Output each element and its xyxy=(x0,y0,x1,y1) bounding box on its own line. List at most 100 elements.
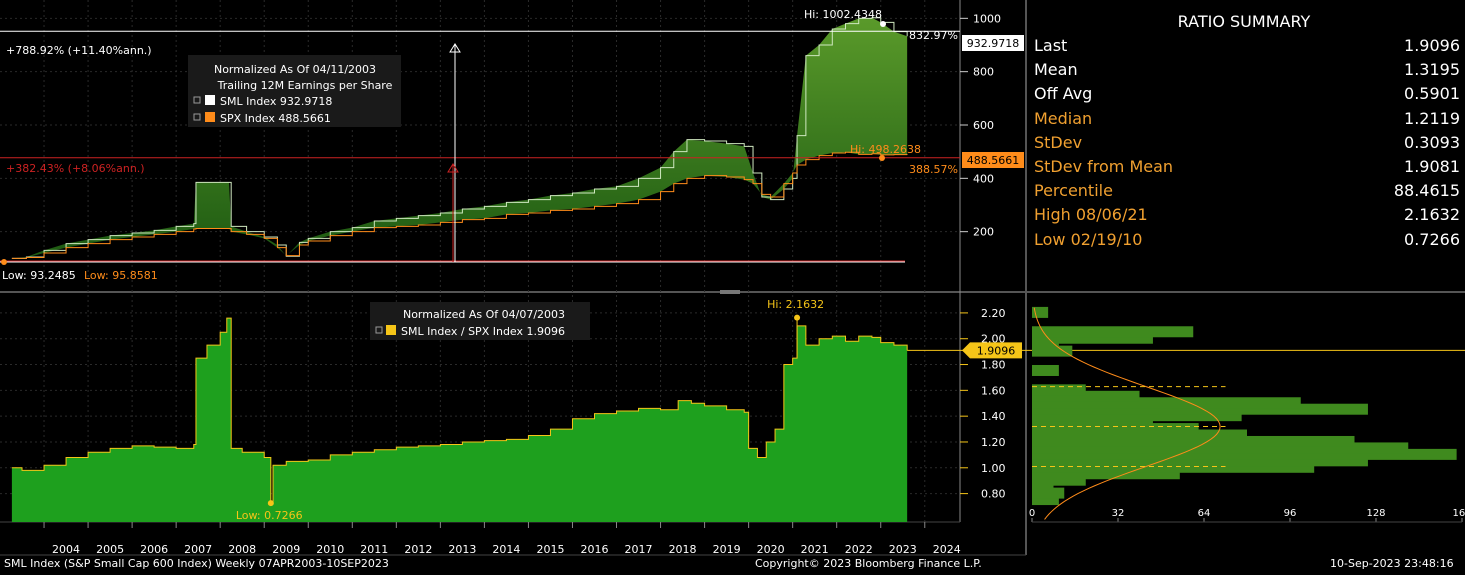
histogram-bar xyxy=(1032,455,1368,467)
ratio-low-marker xyxy=(267,500,274,507)
spx-line xyxy=(11,151,908,259)
summary-label: Low 02/19/10 xyxy=(1034,229,1143,249)
histogram-bar xyxy=(1032,423,1199,435)
ratio-last-badge xyxy=(962,342,1022,359)
splitter-handle xyxy=(720,290,740,294)
y-tick-label: 2.20 xyxy=(981,307,1006,320)
ratio-summary-panel: RATIO SUMMARY Last 1.9096 Mean 1.3195 Off Av… xyxy=(1030,8,1462,252)
x-tick-label: 2016 xyxy=(580,543,608,556)
sml-low-label: Low: 93.2485 xyxy=(2,269,76,282)
x-tick-label: 2007 xyxy=(184,543,212,556)
legend-entry-sml: SML Index 932.9718 xyxy=(220,95,332,108)
sml-pct-label: 832.97% xyxy=(909,29,958,42)
histogram-bar xyxy=(1032,494,1059,506)
earnings-gap-area xyxy=(11,17,908,259)
y-tick-label: 1.40 xyxy=(981,410,1006,423)
summary-label: StDev from Mean xyxy=(1034,156,1174,176)
summary-label: Last xyxy=(1034,36,1068,55)
ratio-high-marker xyxy=(794,314,801,321)
x-tick-label: 2020 xyxy=(757,543,785,556)
ratio-last-value: 1.9096 xyxy=(977,344,1016,357)
hist-tick-label: 96 xyxy=(1284,508,1297,519)
summary-row: Percentile 88.4615 xyxy=(1030,179,1462,203)
legend-swatch-sml xyxy=(205,95,215,105)
summary-row: Median 1.2119 xyxy=(1030,107,1462,131)
summary-row: StDev 0.3093 xyxy=(1030,131,1462,155)
x-tick-label: 2015 xyxy=(536,543,564,556)
y-tick-label: 0.80 xyxy=(981,488,1006,501)
histogram-bar xyxy=(1032,468,1180,480)
ratio-area xyxy=(11,318,908,522)
y-tick-label: 1.20 xyxy=(981,436,1006,449)
histogram-bar xyxy=(1032,474,1086,486)
histogram-bar xyxy=(1032,306,1049,318)
footer-security: SML Index (S&P Small Cap 600 Index) Week… xyxy=(4,557,389,570)
histogram-bar xyxy=(1032,332,1153,344)
x-tick-label: 2004 xyxy=(52,543,80,556)
hist-tick-label: 32 xyxy=(1112,508,1125,519)
summary-label: High 08/06/21 xyxy=(1034,205,1148,225)
legend-toggle-icon xyxy=(193,96,201,104)
ratio-high-label: Hi: 2.1632 xyxy=(767,298,824,311)
sml-arrow-head xyxy=(449,43,461,53)
spx-last-badge xyxy=(962,152,1024,168)
histogram-bar xyxy=(1032,364,1059,376)
summary-value: 1.3195 xyxy=(1404,60,1460,80)
hist-tick-label: 128 xyxy=(1366,508,1385,519)
histogram-bar xyxy=(1032,339,1059,351)
spx-last-value: 488.5661 xyxy=(967,154,1020,167)
top-legend-title: Normalized As Of 04/11/2003 xyxy=(214,63,376,76)
summary-label: Median xyxy=(1034,108,1093,128)
x-tick-label: 2024 xyxy=(933,543,961,556)
x-tick-label: 2022 xyxy=(845,543,873,556)
sml-line xyxy=(11,17,908,259)
summary-row: High 08/06/21 2.1632 xyxy=(1030,203,1462,227)
spx-low-label: Low: 95.8581 xyxy=(84,269,158,282)
histogram-bar xyxy=(1032,448,1457,460)
ratio-summary-title: RATIO SUMMARY xyxy=(1177,12,1311,31)
low-marker xyxy=(1,259,7,265)
spx-high-marker xyxy=(879,155,885,161)
bottom-legend-box xyxy=(370,302,590,340)
spx-high-label: Hi: 498.2638 xyxy=(850,143,921,156)
summary-value: 2.1632 xyxy=(1404,205,1460,225)
summary-label: Mean xyxy=(1034,60,1078,80)
x-tick-label: 2023 xyxy=(889,543,917,556)
normal-curve xyxy=(1033,307,1221,520)
histogram-bar xyxy=(1032,345,1073,357)
histogram-bar xyxy=(1032,390,1140,402)
x-tick-label: 2019 xyxy=(713,543,741,556)
x-tick-label: 2011 xyxy=(360,543,388,556)
histogram-bar xyxy=(1032,487,1065,499)
x-tick-label: 2010 xyxy=(316,543,344,556)
summary-value: 0.3093 xyxy=(1404,132,1460,152)
histogram-bar xyxy=(1032,442,1409,454)
summary-value: 88.4615 xyxy=(1393,181,1460,201)
histogram-bar xyxy=(1032,481,1054,493)
spx-arrow-head xyxy=(447,163,459,173)
histogram-bar xyxy=(1032,326,1194,338)
x-tick-label: 2008 xyxy=(228,543,256,556)
y-tick-label: 1.60 xyxy=(981,384,1006,397)
top-legend-subtitle: Trailing 12M Earnings per Share xyxy=(217,79,393,92)
histogram-bar xyxy=(1032,461,1315,473)
top-legend-box xyxy=(188,55,401,127)
legend-toggle-icon xyxy=(375,326,383,334)
summary-value: 1.2119 xyxy=(1404,108,1460,128)
histogram-bar xyxy=(1032,403,1368,415)
footer-timestamp: 10-Sep-2023 23:48:16 xyxy=(1330,557,1454,570)
bottom-legend-title: Normalized As Of 04/07/2003 xyxy=(403,308,565,321)
x-tick-label: 2017 xyxy=(625,543,653,556)
legend-toggle-icon xyxy=(193,113,201,121)
x-tick-label: 2014 xyxy=(492,543,520,556)
legend-swatch-spx xyxy=(205,112,215,122)
x-tick-label: 2018 xyxy=(669,543,697,556)
y-tick-label: 1000 xyxy=(973,12,1001,25)
spx-pct-label: 388.57% xyxy=(909,163,958,176)
y-tick-label: 600 xyxy=(973,119,994,132)
summary-value: 0.5901 xyxy=(1404,84,1460,104)
footer-copyright: Copyright© 2023 Bloomberg Finance L.P. xyxy=(755,557,982,570)
summary-row: Last 1.9096 xyxy=(1030,34,1462,58)
sml-high-marker xyxy=(880,21,886,27)
histogram-bar xyxy=(1032,384,1086,396)
